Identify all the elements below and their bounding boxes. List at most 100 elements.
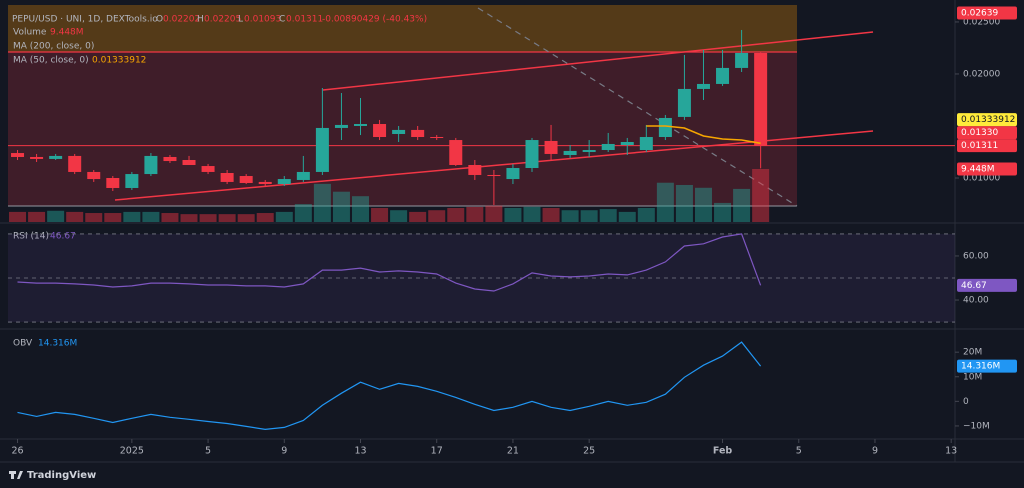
rsi-marker: 46.67	[961, 281, 987, 291]
candle-body	[373, 124, 387, 138]
legend-key: L	[238, 15, 243, 25]
x-tick-label: 9	[281, 446, 287, 457]
candle-body	[563, 150, 577, 156]
legend-key: C	[279, 15, 285, 25]
volume-bar	[561, 210, 579, 222]
volume-bar	[275, 211, 293, 222]
volume-marker: 9.448M	[961, 165, 995, 175]
x-tick-label: 25	[583, 446, 595, 457]
volume-bar	[390, 210, 408, 222]
logo-part	[11, 471, 14, 479]
y-tick-label: 20M	[963, 348, 982, 358]
volume-bar	[237, 214, 255, 222]
volume-bar	[485, 205, 503, 222]
candle-body	[754, 52, 768, 146]
legend-key: H	[197, 15, 204, 25]
y-tick-label: 0.02500	[963, 17, 1000, 27]
legend-change: -0.00890429 (-40.43%)	[322, 15, 427, 25]
candle-body	[658, 117, 672, 138]
candle-body	[468, 164, 482, 175]
volume-bar	[733, 188, 751, 222]
x-tick-label: 9	[872, 446, 878, 457]
volume-bar	[218, 214, 236, 222]
x-tick-label: 5	[796, 446, 802, 457]
volume-bar	[580, 210, 598, 222]
volume-bar	[447, 207, 465, 222]
legend-open: 0.02202	[163, 15, 200, 25]
obv-marker: 14.316M	[961, 362, 1000, 372]
volume-bar	[28, 211, 46, 222]
x-tick-label: 2025	[120, 446, 144, 457]
volume-bar	[428, 210, 446, 222]
candle-body	[220, 173, 234, 182]
channel-lower	[114, 130, 874, 201]
volume-bar	[637, 207, 655, 222]
zone-top	[8, 5, 797, 52]
volume-bar	[161, 213, 179, 222]
candle-body	[125, 174, 139, 188]
candle-body	[506, 168, 520, 180]
logo-part	[17, 471, 23, 479]
candle-body	[277, 179, 291, 185]
x-tick-label: 13	[354, 446, 366, 457]
candle-body	[716, 67, 730, 84]
obv-marker-box	[957, 359, 1017, 373]
rsi-value: 46.67	[50, 232, 76, 242]
candle-body	[201, 166, 215, 172]
candle-body	[11, 153, 25, 157]
candle-body	[430, 137, 444, 139]
y-tick-label: 0.02000	[963, 69, 1000, 79]
x-tick-label: 17	[431, 446, 443, 457]
volume-bar	[180, 214, 198, 222]
volume-bar	[104, 213, 122, 222]
candle-body	[696, 83, 710, 89]
price-marker: 0.01330	[961, 128, 998, 138]
x-tick-label: 13	[945, 446, 957, 457]
price-marker-box	[957, 126, 1017, 140]
volume-bar	[694, 187, 712, 222]
volume-bar	[371, 207, 389, 222]
channel-upper	[322, 31, 874, 91]
x-tick-label: 26	[11, 446, 23, 457]
volume-bar	[466, 206, 484, 222]
candle-body	[735, 52, 749, 68]
candle-body	[68, 155, 82, 172]
y-tick-label: 60.00	[963, 251, 989, 261]
price-marker: 0.02639	[961, 9, 998, 19]
volume-bar	[47, 210, 65, 222]
candle-body	[582, 150, 596, 152]
candle-body	[639, 137, 653, 151]
candle-body	[144, 155, 158, 175]
volume-bar	[656, 182, 674, 222]
volume-value: 9.448M	[50, 28, 84, 38]
candle-body	[315, 127, 329, 172]
price-marker: 0.01333912	[961, 115, 1015, 125]
volume-bar	[123, 211, 141, 222]
candle-body	[296, 171, 310, 180]
candle-body	[354, 124, 368, 126]
volume-name: Volume	[13, 28, 47, 38]
volume-bar	[542, 207, 560, 222]
legend-low: 0.01093	[244, 15, 281, 25]
candle-body	[106, 177, 120, 188]
obv-line	[17, 341, 762, 431]
ma50-name: MA (50, close, 0)	[13, 56, 89, 66]
candle-body	[449, 140, 463, 165]
volume-bar	[523, 206, 541, 222]
ma50-line	[646, 125, 761, 145]
candle-body	[601, 143, 615, 151]
candle-body	[620, 142, 634, 146]
rsi-name: RSI (14)	[13, 232, 49, 242]
candle-body	[334, 124, 348, 128]
volume-bar	[199, 214, 217, 222]
volume-bar	[675, 184, 693, 222]
price-marker-box	[957, 6, 1017, 20]
candle-body	[392, 129, 406, 134]
volume-bar	[714, 202, 732, 222]
x-tick-label: 21	[507, 446, 519, 457]
candle-body	[487, 174, 501, 177]
legend-close: 0.01311	[286, 15, 323, 25]
obv-value: 14.316M	[38, 339, 77, 349]
price-marker-box	[957, 113, 1017, 127]
